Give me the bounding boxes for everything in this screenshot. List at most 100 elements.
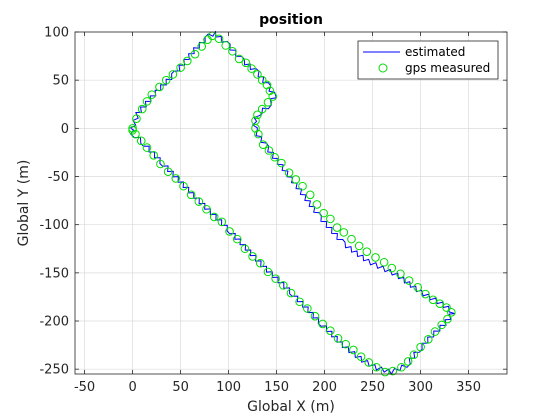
y-tick-label: -150 bbox=[39, 266, 69, 281]
gps-measured-point bbox=[447, 308, 456, 317]
gps-measured-point bbox=[142, 143, 152, 152]
gps-measured-point bbox=[303, 304, 312, 313]
gps-measured-point bbox=[319, 208, 328, 218]
x-tick-label: -50 bbox=[74, 380, 95, 395]
gps-measured-point bbox=[430, 327, 440, 336]
gps-measured-point bbox=[137, 104, 147, 114]
gps-measured-point bbox=[318, 319, 327, 329]
gps-measured-point bbox=[202, 204, 211, 214]
gps-measured-point bbox=[186, 190, 196, 200]
legend-gps-marker-sample bbox=[378, 63, 388, 73]
gps-measured-point bbox=[397, 362, 406, 372]
gps-measured-point bbox=[443, 314, 452, 324]
gps-measured-point bbox=[221, 41, 231, 50]
legend-gps-measured-label: gps measured bbox=[405, 61, 490, 75]
gps-measured-point bbox=[437, 320, 447, 330]
gps-measured-point bbox=[332, 223, 342, 232]
gps-measured-point bbox=[413, 282, 423, 292]
y-tick-label: -50 bbox=[48, 170, 69, 185]
gps-measured-point bbox=[268, 92, 278, 101]
x-tick-label: 50 bbox=[172, 380, 189, 395]
gps-measured-point bbox=[194, 197, 204, 206]
gps-measured-point bbox=[142, 97, 152, 106]
gps-measured-point bbox=[442, 303, 451, 312]
y-tick-label: 0 bbox=[61, 122, 69, 137]
gps-measured-point bbox=[364, 358, 374, 367]
gps-measured-point bbox=[421, 289, 430, 299]
gps-measured-point bbox=[354, 241, 364, 251]
gps-measured-point bbox=[428, 295, 438, 305]
x-tick-label: 150 bbox=[264, 380, 289, 395]
gps-measured-point bbox=[362, 247, 372, 256]
gps-measured-point bbox=[183, 56, 192, 66]
x-tick-label: 300 bbox=[408, 380, 433, 395]
gps-measured-point bbox=[295, 297, 304, 307]
gps-measured-point bbox=[379, 257, 389, 267]
gps-measured-point bbox=[387, 263, 397, 273]
gps-measured-point bbox=[279, 281, 288, 290]
gps-measured-point bbox=[254, 129, 263, 139]
gps-measured-point bbox=[310, 311, 320, 321]
gps-measured-point bbox=[149, 151, 159, 160]
gps-measured-point bbox=[253, 70, 262, 79]
gps-measured-point bbox=[232, 234, 242, 244]
chart-title: position bbox=[259, 12, 323, 28]
y-tick-label: -200 bbox=[39, 315, 69, 330]
gps-measured-point bbox=[270, 152, 279, 162]
gps-measured-point bbox=[291, 175, 301, 184]
legend-estimated-label: estimated bbox=[405, 45, 465, 59]
gps-measured-point bbox=[128, 125, 137, 135]
x-tick-label: 350 bbox=[456, 380, 481, 395]
legend-box bbox=[357, 40, 499, 80]
plot-frame bbox=[74, 31, 508, 375]
gps-measured-point bbox=[168, 70, 178, 79]
gps-measured-point bbox=[197, 42, 207, 51]
y-tick-label: 100 bbox=[44, 26, 69, 41]
gps-measured-point bbox=[284, 168, 294, 177]
gps-measured-point bbox=[326, 214, 335, 224]
gps-measured-point bbox=[339, 228, 349, 237]
gps-measured-point bbox=[257, 75, 267, 85]
gps-measured-point bbox=[240, 244, 250, 254]
gps-measured-point bbox=[155, 82, 164, 92]
gps-measured-point bbox=[214, 34, 224, 44]
x-tick-label: 0 bbox=[128, 380, 136, 395]
x-tick-label: 250 bbox=[360, 380, 385, 395]
gps-measured-point bbox=[333, 334, 343, 343]
gps-measured-point bbox=[241, 58, 251, 68]
gps-measured-point bbox=[298, 181, 307, 191]
gps-measured-point bbox=[396, 269, 405, 279]
x-axis-label: Global X (m) bbox=[247, 399, 335, 415]
gps-measured-point bbox=[312, 200, 322, 209]
gps-measured-point bbox=[277, 158, 286, 168]
gps-measured-point bbox=[234, 54, 244, 64]
gps-measured-point bbox=[326, 326, 335, 335]
y-tick-label: -100 bbox=[39, 218, 69, 233]
gps-measured-point bbox=[263, 98, 273, 107]
gps-measured-point bbox=[347, 234, 356, 244]
x-tick-label: 200 bbox=[312, 380, 337, 395]
gps-measured-point bbox=[217, 217, 227, 227]
gps-measured-point bbox=[271, 274, 280, 283]
gps-measured-point bbox=[258, 140, 268, 150]
gps-measured-point bbox=[255, 258, 265, 268]
gps-measured-point bbox=[253, 110, 262, 120]
gps-measured-point bbox=[161, 75, 171, 85]
gps-measured-point bbox=[179, 181, 188, 191]
gps-measured-point bbox=[209, 212, 219, 222]
gps-measured-point bbox=[305, 190, 315, 200]
estimated-series-line bbox=[130, 30, 456, 375]
gps-measured-point bbox=[263, 267, 273, 277]
gps-measured-point bbox=[147, 90, 157, 99]
gps-measured-point bbox=[257, 104, 267, 114]
gps-measured-point bbox=[349, 345, 358, 355]
gps-measured-point bbox=[404, 276, 414, 285]
series-layer bbox=[128, 30, 456, 377]
gps-measured-point bbox=[190, 49, 200, 59]
plot-area bbox=[75, 32, 507, 374]
gps-measured-point bbox=[371, 253, 380, 262]
grid-lines bbox=[75, 31, 507, 374]
y-tick-label: -250 bbox=[39, 363, 69, 378]
gps-measured-point bbox=[171, 174, 181, 183]
